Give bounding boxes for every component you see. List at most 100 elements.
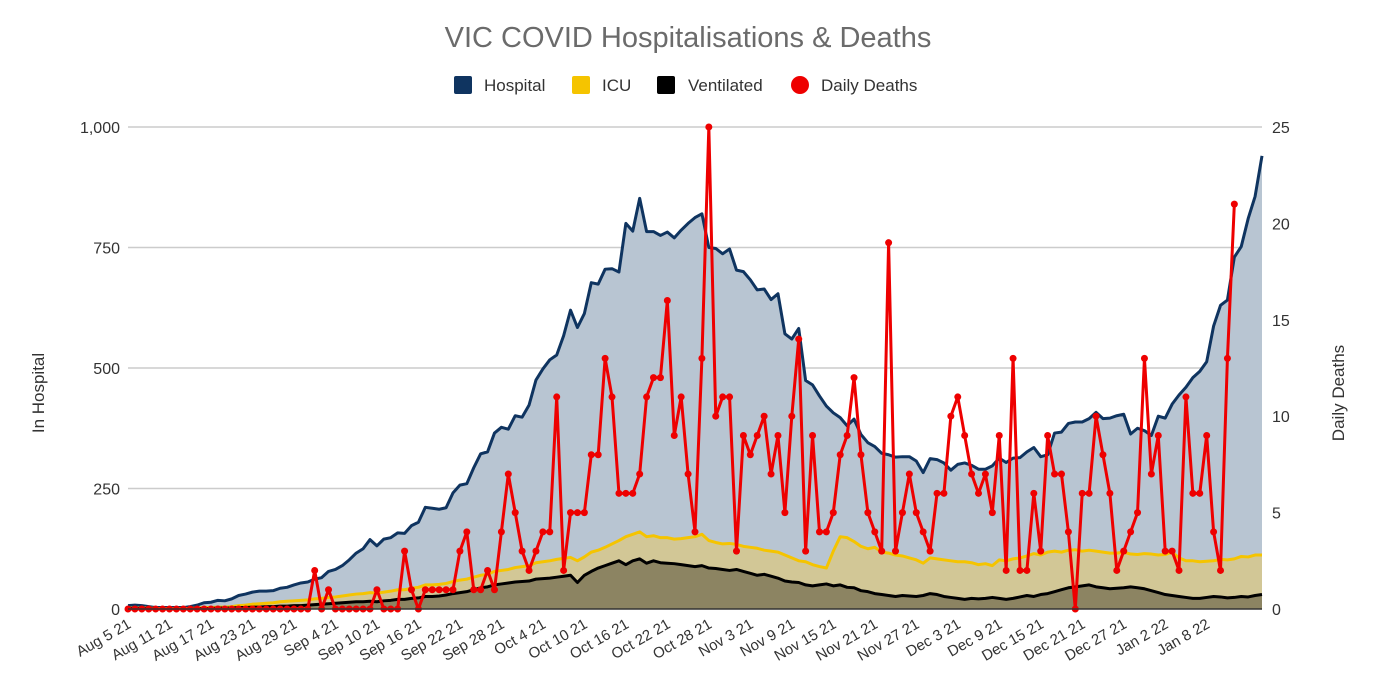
daily-deaths-point[interactable] xyxy=(1023,566,1031,574)
legend-item-hospital[interactable]: Hospital xyxy=(454,76,545,95)
daily-deaths-point[interactable] xyxy=(871,528,879,536)
daily-deaths-point[interactable] xyxy=(518,547,526,555)
daily-deaths-point[interactable] xyxy=(968,470,976,478)
daily-deaths-point[interactable] xyxy=(643,393,651,401)
daily-deaths-point[interactable] xyxy=(587,451,595,459)
daily-deaths-point[interactable] xyxy=(898,509,906,517)
daily-deaths-point[interactable] xyxy=(629,489,637,497)
daily-deaths-point[interactable] xyxy=(1182,393,1190,401)
daily-deaths-point[interactable] xyxy=(663,297,671,305)
daily-deaths-point[interactable] xyxy=(1134,509,1142,517)
daily-deaths-point[interactable] xyxy=(1030,489,1038,497)
legend-item-daily-deaths[interactable]: Daily Deaths xyxy=(791,76,917,95)
daily-deaths-point[interactable] xyxy=(456,547,464,555)
daily-deaths-point[interactable] xyxy=(684,470,692,478)
daily-deaths-point[interactable] xyxy=(497,528,505,536)
daily-deaths-point[interactable] xyxy=(732,547,740,555)
daily-deaths-point[interactable] xyxy=(746,451,754,459)
daily-deaths-point[interactable] xyxy=(1127,528,1135,536)
daily-deaths-point[interactable] xyxy=(567,509,575,517)
daily-deaths-point[interactable] xyxy=(933,489,941,497)
daily-deaths-point[interactable] xyxy=(919,528,927,536)
daily-deaths-point[interactable] xyxy=(656,374,664,382)
daily-deaths-point[interactable] xyxy=(1161,547,1169,555)
daily-deaths-point[interactable] xyxy=(428,586,436,594)
daily-deaths-point[interactable] xyxy=(1210,528,1218,536)
daily-deaths-point[interactable] xyxy=(892,547,900,555)
daily-deaths-point[interactable] xyxy=(988,509,996,517)
daily-deaths-point[interactable] xyxy=(525,566,533,574)
daily-deaths-point[interactable] xyxy=(712,412,720,420)
daily-deaths-point[interactable] xyxy=(1189,489,1197,497)
daily-deaths-point[interactable] xyxy=(767,470,775,478)
daily-deaths-point[interactable] xyxy=(753,431,761,439)
daily-deaths-point[interactable] xyxy=(477,586,485,594)
daily-deaths-point[interactable] xyxy=(926,547,934,555)
daily-deaths-point[interactable] xyxy=(1051,470,1059,478)
daily-deaths-point[interactable] xyxy=(1002,566,1010,574)
daily-deaths-point[interactable] xyxy=(691,528,699,536)
daily-deaths-point[interactable] xyxy=(795,335,803,343)
daily-deaths-point[interactable] xyxy=(1147,470,1155,478)
daily-deaths-point[interactable] xyxy=(719,393,727,401)
daily-deaths-point[interactable] xyxy=(905,470,913,478)
daily-deaths-point[interactable] xyxy=(954,393,962,401)
daily-deaths-point[interactable] xyxy=(843,431,851,439)
daily-deaths-point[interactable] xyxy=(760,412,768,420)
daily-deaths-point[interactable] xyxy=(1092,412,1100,420)
daily-deaths-point[interactable] xyxy=(961,431,969,439)
daily-deaths-point[interactable] xyxy=(435,586,443,594)
daily-deaths-point[interactable] xyxy=(1154,431,1162,439)
daily-deaths-point[interactable] xyxy=(463,528,471,536)
daily-deaths-point[interactable] xyxy=(829,509,837,517)
daily-deaths-point[interactable] xyxy=(836,451,844,459)
daily-deaths-point[interactable] xyxy=(311,566,319,574)
daily-deaths-point[interactable] xyxy=(781,509,789,517)
daily-deaths-point[interactable] xyxy=(1016,566,1024,574)
daily-deaths-point[interactable] xyxy=(726,393,734,401)
daily-deaths-point[interactable] xyxy=(1099,451,1107,459)
daily-deaths-point[interactable] xyxy=(449,586,457,594)
daily-deaths-point[interactable] xyxy=(539,528,547,536)
daily-deaths-point[interactable] xyxy=(442,586,450,594)
daily-deaths-point[interactable] xyxy=(815,528,823,536)
daily-deaths-point[interactable] xyxy=(636,470,644,478)
daily-deaths-point[interactable] xyxy=(511,509,519,517)
daily-deaths-point[interactable] xyxy=(1140,354,1148,362)
daily-deaths-point[interactable] xyxy=(1168,547,1176,555)
daily-deaths-point[interactable] xyxy=(947,412,955,420)
daily-deaths-point[interactable] xyxy=(622,489,630,497)
daily-deaths-point[interactable] xyxy=(470,586,478,594)
daily-deaths-point[interactable] xyxy=(484,566,492,574)
daily-deaths-point[interactable] xyxy=(670,431,678,439)
daily-deaths-point[interactable] xyxy=(1057,470,1065,478)
daily-deaths-point[interactable] xyxy=(608,393,616,401)
daily-deaths-point[interactable] xyxy=(850,374,858,382)
daily-deaths-point[interactable] xyxy=(615,489,623,497)
daily-deaths-point[interactable] xyxy=(1223,354,1231,362)
daily-deaths-point[interactable] xyxy=(325,586,333,594)
daily-deaths-point[interactable] xyxy=(1009,354,1017,362)
daily-deaths-point[interactable] xyxy=(1217,566,1225,574)
daily-deaths-point[interactable] xyxy=(1085,489,1093,497)
daily-deaths-point[interactable] xyxy=(885,239,893,247)
daily-deaths-point[interactable] xyxy=(1037,547,1045,555)
daily-deaths-point[interactable] xyxy=(650,374,658,382)
daily-deaths-point[interactable] xyxy=(553,393,561,401)
daily-deaths-point[interactable] xyxy=(940,489,948,497)
daily-deaths-point[interactable] xyxy=(1044,431,1052,439)
daily-deaths-point[interactable] xyxy=(677,393,685,401)
daily-deaths-point[interactable] xyxy=(878,547,886,555)
daily-deaths-point[interactable] xyxy=(802,547,810,555)
daily-deaths-point[interactable] xyxy=(698,354,706,362)
daily-deaths-point[interactable] xyxy=(408,586,415,594)
daily-deaths-point[interactable] xyxy=(857,451,865,459)
daily-deaths-point[interactable] xyxy=(504,470,512,478)
daily-deaths-point[interactable] xyxy=(1175,566,1183,574)
daily-deaths-point[interactable] xyxy=(1113,566,1121,574)
daily-deaths-point[interactable] xyxy=(788,412,796,420)
daily-deaths-point[interactable] xyxy=(1230,200,1238,208)
daily-deaths-point[interactable] xyxy=(864,509,872,517)
daily-deaths-point[interactable] xyxy=(975,489,982,497)
daily-deaths-point[interactable] xyxy=(573,509,581,517)
